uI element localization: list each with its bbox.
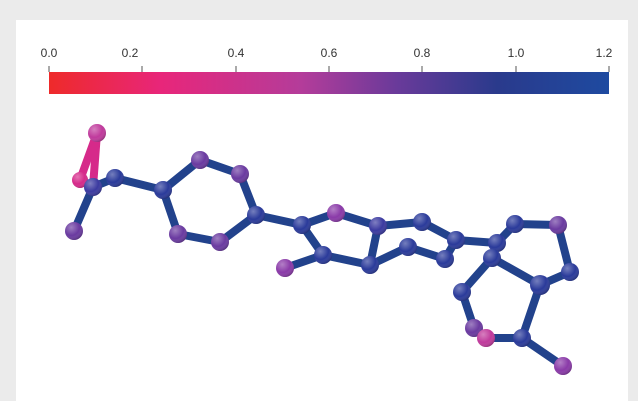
atom-shading: [247, 206, 265, 224]
atom: [453, 283, 471, 301]
atom-shading: [561, 263, 579, 281]
atom: [88, 124, 106, 142]
atom-shading: [327, 204, 345, 222]
atom-shading: [465, 319, 483, 337]
atom: [247, 206, 265, 224]
colorbar: 0.0 0.2 0.4 0.6 0.8 1.0 1.2: [41, 46, 613, 94]
atom-shading: [453, 283, 471, 301]
atom: [361, 256, 379, 274]
colorbar-tick-label: 0.8: [414, 46, 431, 60]
atom-shading: [436, 250, 454, 268]
atom-shading: [506, 215, 524, 233]
molecule-structure: [65, 124, 579, 375]
atom: [65, 222, 83, 240]
atom: [506, 215, 524, 233]
atom-shading: [84, 178, 102, 196]
colorbar-tick-label: 0.4: [228, 46, 245, 60]
atom-shading: [554, 357, 572, 375]
atom: [84, 178, 102, 196]
colorbar-tick-label: 1.2: [596, 46, 613, 60]
atom: [447, 231, 465, 249]
atom-shading: [483, 249, 501, 267]
atom-shading: [72, 172, 88, 188]
atom-shading: [276, 259, 294, 277]
colorbar-ticks: [48, 66, 610, 72]
atom: [477, 329, 495, 347]
atom: [483, 249, 501, 267]
atom: [154, 181, 172, 199]
atom-shading: [488, 234, 506, 252]
atom: [327, 204, 345, 222]
atom: [169, 225, 187, 243]
atom-shading: [211, 233, 229, 251]
atom-shading: [169, 225, 187, 243]
colorbar-tick-label: 1.0: [508, 46, 525, 60]
atom-shading: [530, 275, 550, 295]
colorbar-gradient: [49, 72, 609, 94]
atom: [293, 216, 311, 234]
atom-shading: [106, 169, 124, 187]
atom-shading: [361, 256, 379, 274]
atom-shading: [549, 216, 567, 234]
atom: [413, 213, 431, 231]
atom: [191, 151, 209, 169]
atom: [554, 357, 572, 375]
atom-shading: [231, 165, 249, 183]
atom-shading: [369, 217, 387, 235]
atom-shading: [65, 222, 83, 240]
atom-shading: [413, 213, 431, 231]
atom-shading: [513, 329, 531, 347]
atom-shading: [447, 231, 465, 249]
atom: [314, 246, 332, 264]
colorbar-tick-label: 0.0: [41, 46, 58, 60]
atom-shading: [314, 246, 332, 264]
atom: [369, 217, 387, 235]
atom: [465, 319, 483, 337]
atom: [231, 165, 249, 183]
atom: [211, 233, 229, 251]
bond: [89, 129, 101, 191]
atom: [436, 250, 454, 268]
atom: [561, 263, 579, 281]
atom-shading: [399, 238, 417, 256]
atom: [530, 275, 550, 295]
atom: [72, 172, 88, 188]
atom-shading: [293, 216, 311, 234]
atom: [399, 238, 417, 256]
atom: [106, 169, 124, 187]
atom: [276, 259, 294, 277]
molecule-atoms: [65, 124, 579, 375]
atom: [549, 216, 567, 234]
atom-shading: [88, 124, 106, 142]
atom-shading: [477, 329, 495, 347]
atom-shading: [154, 181, 172, 199]
colorbar-tick-label: 0.6: [321, 46, 338, 60]
atom-shading: [191, 151, 209, 169]
atom: [513, 329, 531, 347]
colorbar-tick-label: 0.2: [122, 46, 139, 60]
atom: [488, 234, 506, 252]
